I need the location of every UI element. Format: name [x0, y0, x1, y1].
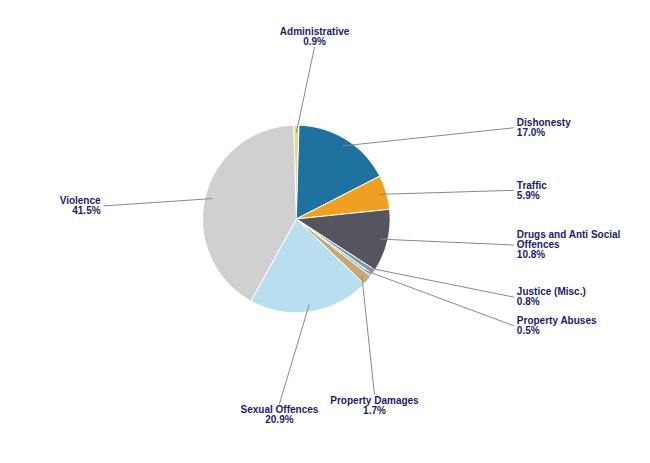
svg-text:Property Damages1.7%: Property Damages1.7% [330, 395, 419, 416]
svg-text:Property Abuses0.5%: Property Abuses0.5% [517, 315, 597, 336]
svg-text:Dishonesty17.0%: Dishonesty17.0% [517, 117, 571, 138]
svg-text:Justice (Misc.)0.8%: Justice (Misc.)0.8% [517, 286, 586, 307]
svg-text:Administrative0.9%: Administrative0.9% [280, 26, 350, 47]
svg-text:Traffic5.9%: Traffic5.9% [517, 180, 547, 201]
svg-text:Sexual Offences20.9%: Sexual Offences20.9% [241, 404, 319, 425]
svg-text:Drugs and Anti SocialOffences1: Drugs and Anti SocialOffences10.8% [517, 229, 621, 260]
svg-text:Violence41.5%: Violence41.5% [60, 195, 101, 216]
